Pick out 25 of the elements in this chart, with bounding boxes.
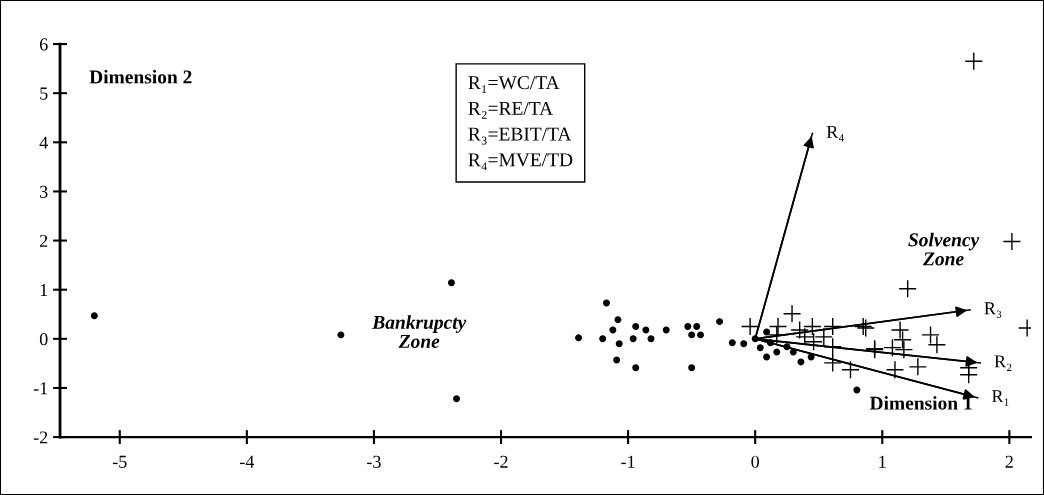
annotation: Bankrupcty Zone: [372, 315, 467, 348]
y-tick-label: 6: [39, 38, 48, 51]
x-tick-label: 0: [751, 455, 759, 468]
y-tick-label: -2: [33, 431, 48, 444]
legend-label: R₃: [984, 302, 1002, 318]
annotation: Solvency Zone: [908, 232, 980, 266]
y-tick-label: 1: [40, 284, 48, 296]
x-tick-label: 2: [1005, 455, 1013, 468]
x-tick-label: -4: [239, 455, 255, 468]
legend-label: R₂: [994, 355, 1012, 371]
y-tick-label: 5: [40, 87, 48, 100]
x-tick-label: -3: [367, 455, 381, 468]
y-tick-label: 3: [40, 185, 48, 198]
x-tick-label: 1: [879, 455, 886, 468]
y-tick-label: 2: [39, 234, 48, 247]
legend-label: R₄: [826, 125, 844, 142]
x-tick-label: -2: [494, 455, 508, 468]
y-tick-label: 0: [39, 333, 48, 346]
annotation: R₁=WC/TA R₂=RE/TA R₃=EBIT/TA R₄=MVE/TD: [468, 76, 573, 171]
y-axis-title: Dimension 2: [89, 69, 192, 84]
y-tick-label: 4: [39, 136, 48, 149]
x-tick-label: -1: [621, 455, 635, 468]
legend-label: R₁: [991, 390, 1009, 406]
x-tick-label: -5: [112, 455, 127, 468]
y-tick-label: -1: [33, 382, 48, 395]
